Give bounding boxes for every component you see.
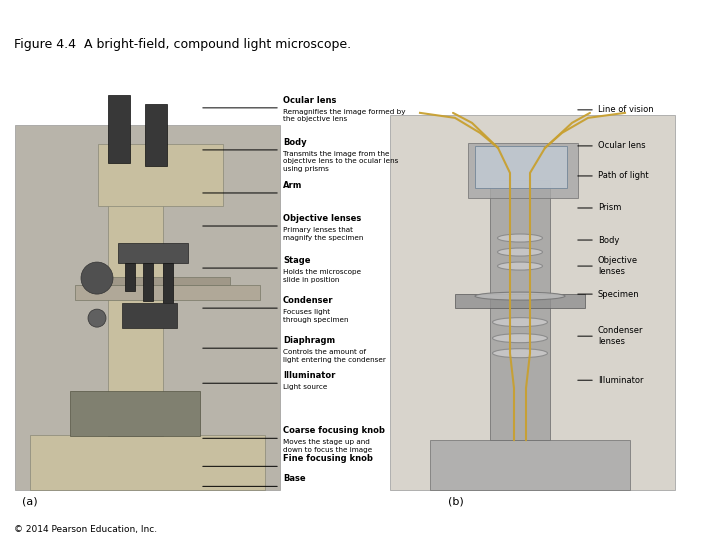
Text: Specimen: Specimen xyxy=(598,289,639,299)
Text: Arm: Arm xyxy=(283,181,302,190)
FancyBboxPatch shape xyxy=(118,243,188,263)
Text: Coarse focusing knob: Coarse focusing knob xyxy=(283,426,385,435)
Text: Stage: Stage xyxy=(283,256,310,265)
FancyBboxPatch shape xyxy=(70,392,200,436)
Text: Remagnifies the image formed by
the objective lens: Remagnifies the image formed by the obje… xyxy=(283,109,405,123)
Text: Body: Body xyxy=(283,138,307,147)
Text: Prism: Prism xyxy=(598,204,621,212)
Text: Line of vision: Line of vision xyxy=(598,105,654,114)
FancyBboxPatch shape xyxy=(143,263,153,301)
Text: Illuminator: Illuminator xyxy=(598,376,644,384)
FancyBboxPatch shape xyxy=(430,440,630,490)
Text: Base: Base xyxy=(283,474,305,483)
Ellipse shape xyxy=(492,349,547,357)
FancyBboxPatch shape xyxy=(30,435,265,490)
FancyBboxPatch shape xyxy=(163,263,173,311)
Text: Holds the microscope
slide in position: Holds the microscope slide in position xyxy=(283,269,361,282)
Text: Path of light: Path of light xyxy=(598,171,649,180)
FancyBboxPatch shape xyxy=(490,180,550,440)
Text: Body: Body xyxy=(598,235,619,245)
Ellipse shape xyxy=(498,234,542,242)
FancyBboxPatch shape xyxy=(455,294,585,308)
FancyBboxPatch shape xyxy=(390,115,675,490)
Text: Light source: Light source xyxy=(283,384,328,390)
Ellipse shape xyxy=(492,318,547,327)
FancyBboxPatch shape xyxy=(15,125,280,490)
Circle shape xyxy=(88,309,106,327)
Ellipse shape xyxy=(498,262,542,270)
Text: Figure 4.4  A bright-field, compound light microscope.: Figure 4.4 A bright-field, compound ligh… xyxy=(14,37,351,51)
Text: Objective lenses: Objective lenses xyxy=(283,214,361,223)
FancyBboxPatch shape xyxy=(125,263,135,291)
FancyBboxPatch shape xyxy=(108,196,163,436)
FancyBboxPatch shape xyxy=(75,285,260,300)
FancyBboxPatch shape xyxy=(100,277,230,285)
FancyBboxPatch shape xyxy=(475,146,567,188)
Text: Transmits the image from the
objective lens to the ocular lens
using prisms: Transmits the image from the objective l… xyxy=(283,151,398,172)
FancyBboxPatch shape xyxy=(145,104,167,166)
Text: Primary lenses that
magnify the specimen: Primary lenses that magnify the specimen xyxy=(283,227,364,240)
Text: Condenser: Condenser xyxy=(283,296,333,305)
FancyBboxPatch shape xyxy=(468,143,578,198)
Ellipse shape xyxy=(492,334,547,343)
Text: Diaphragm: Diaphragm xyxy=(283,336,335,345)
Text: Objective
lenses: Objective lenses xyxy=(598,256,638,276)
Ellipse shape xyxy=(498,248,542,256)
FancyBboxPatch shape xyxy=(122,303,177,328)
FancyBboxPatch shape xyxy=(108,95,130,163)
Text: © 2014 Pearson Education, Inc.: © 2014 Pearson Education, Inc. xyxy=(14,525,158,534)
Text: Condenser
lenses: Condenser lenses xyxy=(598,327,644,346)
Ellipse shape xyxy=(475,292,565,300)
FancyBboxPatch shape xyxy=(98,144,223,206)
Text: Illuminator: Illuminator xyxy=(283,371,336,380)
Text: (b): (b) xyxy=(448,496,464,507)
Text: Controls the amount of
light entering the condenser: Controls the amount of light entering th… xyxy=(283,349,386,363)
Text: (a): (a) xyxy=(22,496,37,507)
Text: Ocular lens: Ocular lens xyxy=(283,96,336,105)
Circle shape xyxy=(81,262,113,294)
Text: Focuses light
through specimen: Focuses light through specimen xyxy=(283,309,348,322)
Text: Moves the stage up and
down to focus the image: Moves the stage up and down to focus the… xyxy=(283,440,372,453)
Text: Fine focusing knob: Fine focusing knob xyxy=(283,454,373,463)
Text: Ocular lens: Ocular lens xyxy=(598,141,646,151)
